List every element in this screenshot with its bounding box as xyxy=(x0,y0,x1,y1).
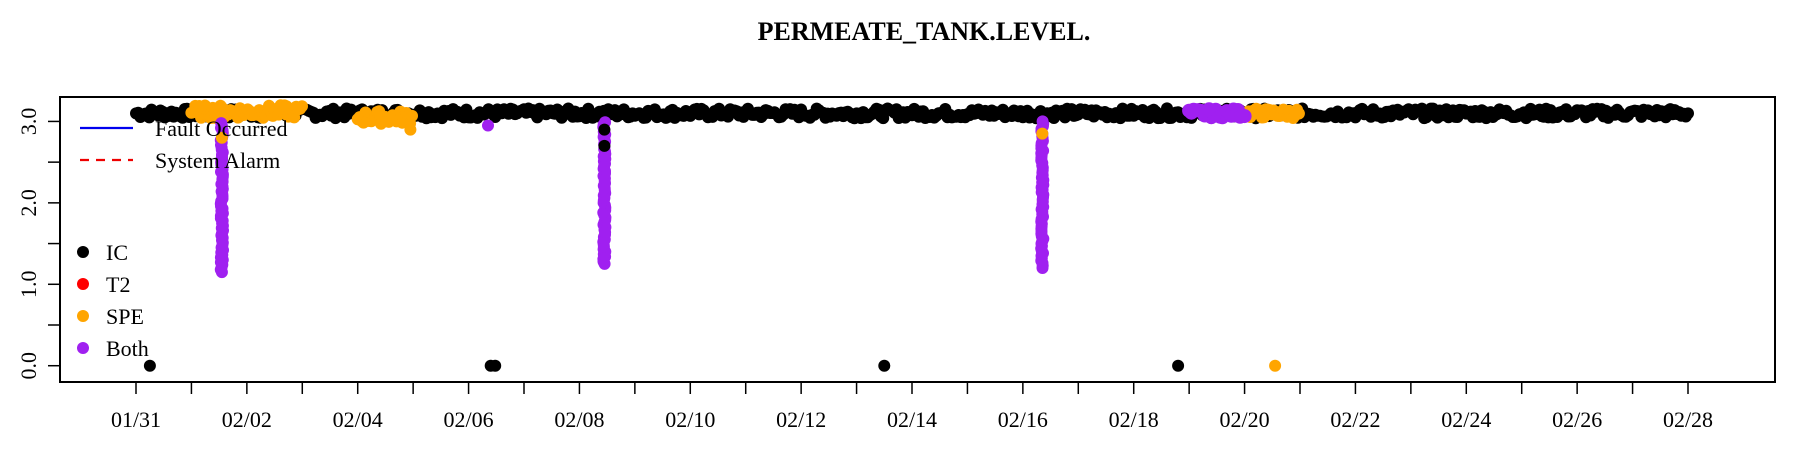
spe-point xyxy=(404,123,417,136)
spe-point xyxy=(406,109,418,122)
both-point xyxy=(1237,109,1252,124)
x-tick-label: 02/24 xyxy=(1441,407,1491,432)
both-point xyxy=(215,117,228,130)
chart-title: PERMEATE_TANK.LEVEL. xyxy=(758,17,1091,46)
spe-point xyxy=(1292,107,1305,120)
plot-frame xyxy=(59,96,1776,383)
y-tick-label: 3.0 xyxy=(16,108,41,136)
legend: Fault Occurred System Alarm IC T2 SPE Bo… xyxy=(77,116,288,361)
points-layer xyxy=(130,99,1694,372)
x-tick-label: 01/31 xyxy=(111,407,161,432)
x-tick-label: 02/20 xyxy=(1220,407,1270,432)
x-tick-label: 02/06 xyxy=(444,407,494,432)
x-tick-label: 02/02 xyxy=(222,407,272,432)
legend-label-spe: SPE xyxy=(106,304,144,329)
y-tick-label: 2.0 xyxy=(16,189,41,217)
y-tick-label: 0.0 xyxy=(16,352,41,380)
x-tick-label: 02/10 xyxy=(665,407,715,432)
both-point xyxy=(1036,115,1049,128)
ic-point xyxy=(598,123,611,136)
legend-label-both: Both xyxy=(106,336,149,361)
spe-point xyxy=(1269,359,1282,372)
spe-point xyxy=(296,100,308,113)
both-point xyxy=(482,119,494,132)
ic-point xyxy=(878,359,891,372)
legend-label-alarm: System Alarm xyxy=(155,148,280,173)
ic-point xyxy=(1682,107,1694,120)
ic-point xyxy=(143,359,156,372)
x-tick-label: 02/28 xyxy=(1663,407,1713,432)
legend-label-fault: Fault Occurred xyxy=(155,116,288,141)
x-tick-label: 02/22 xyxy=(1330,407,1380,432)
y-tick-label: 1.0 xyxy=(16,271,41,299)
legend-label-ic: IC xyxy=(106,240,128,265)
ic-point xyxy=(598,139,611,152)
legend-marker-spe xyxy=(77,310,89,322)
spe-point xyxy=(215,131,228,144)
legend-marker-ic xyxy=(77,246,89,258)
axes-layer: 01/31 02/02 02/04 02/06 02/08 02/10 02/12 02/14… xyxy=(16,108,1713,432)
legend-marker-both xyxy=(77,342,89,354)
x-tick-label: 02/04 xyxy=(333,407,383,432)
legend-label-t2: T2 xyxy=(106,272,130,297)
spe-point xyxy=(1036,127,1049,140)
x-tick-label: 02/12 xyxy=(776,407,826,432)
x-tick-label: 02/26 xyxy=(1552,407,1602,432)
ic-point xyxy=(1172,359,1185,372)
x-tick-label: 02/16 xyxy=(998,407,1048,432)
legend-marker-t2 xyxy=(77,278,89,290)
x-tick-label: 02/18 xyxy=(1109,407,1159,432)
x-tick-label: 02/08 xyxy=(554,407,604,432)
ic-point xyxy=(489,359,502,372)
x-tick-label: 02/14 xyxy=(887,407,937,432)
